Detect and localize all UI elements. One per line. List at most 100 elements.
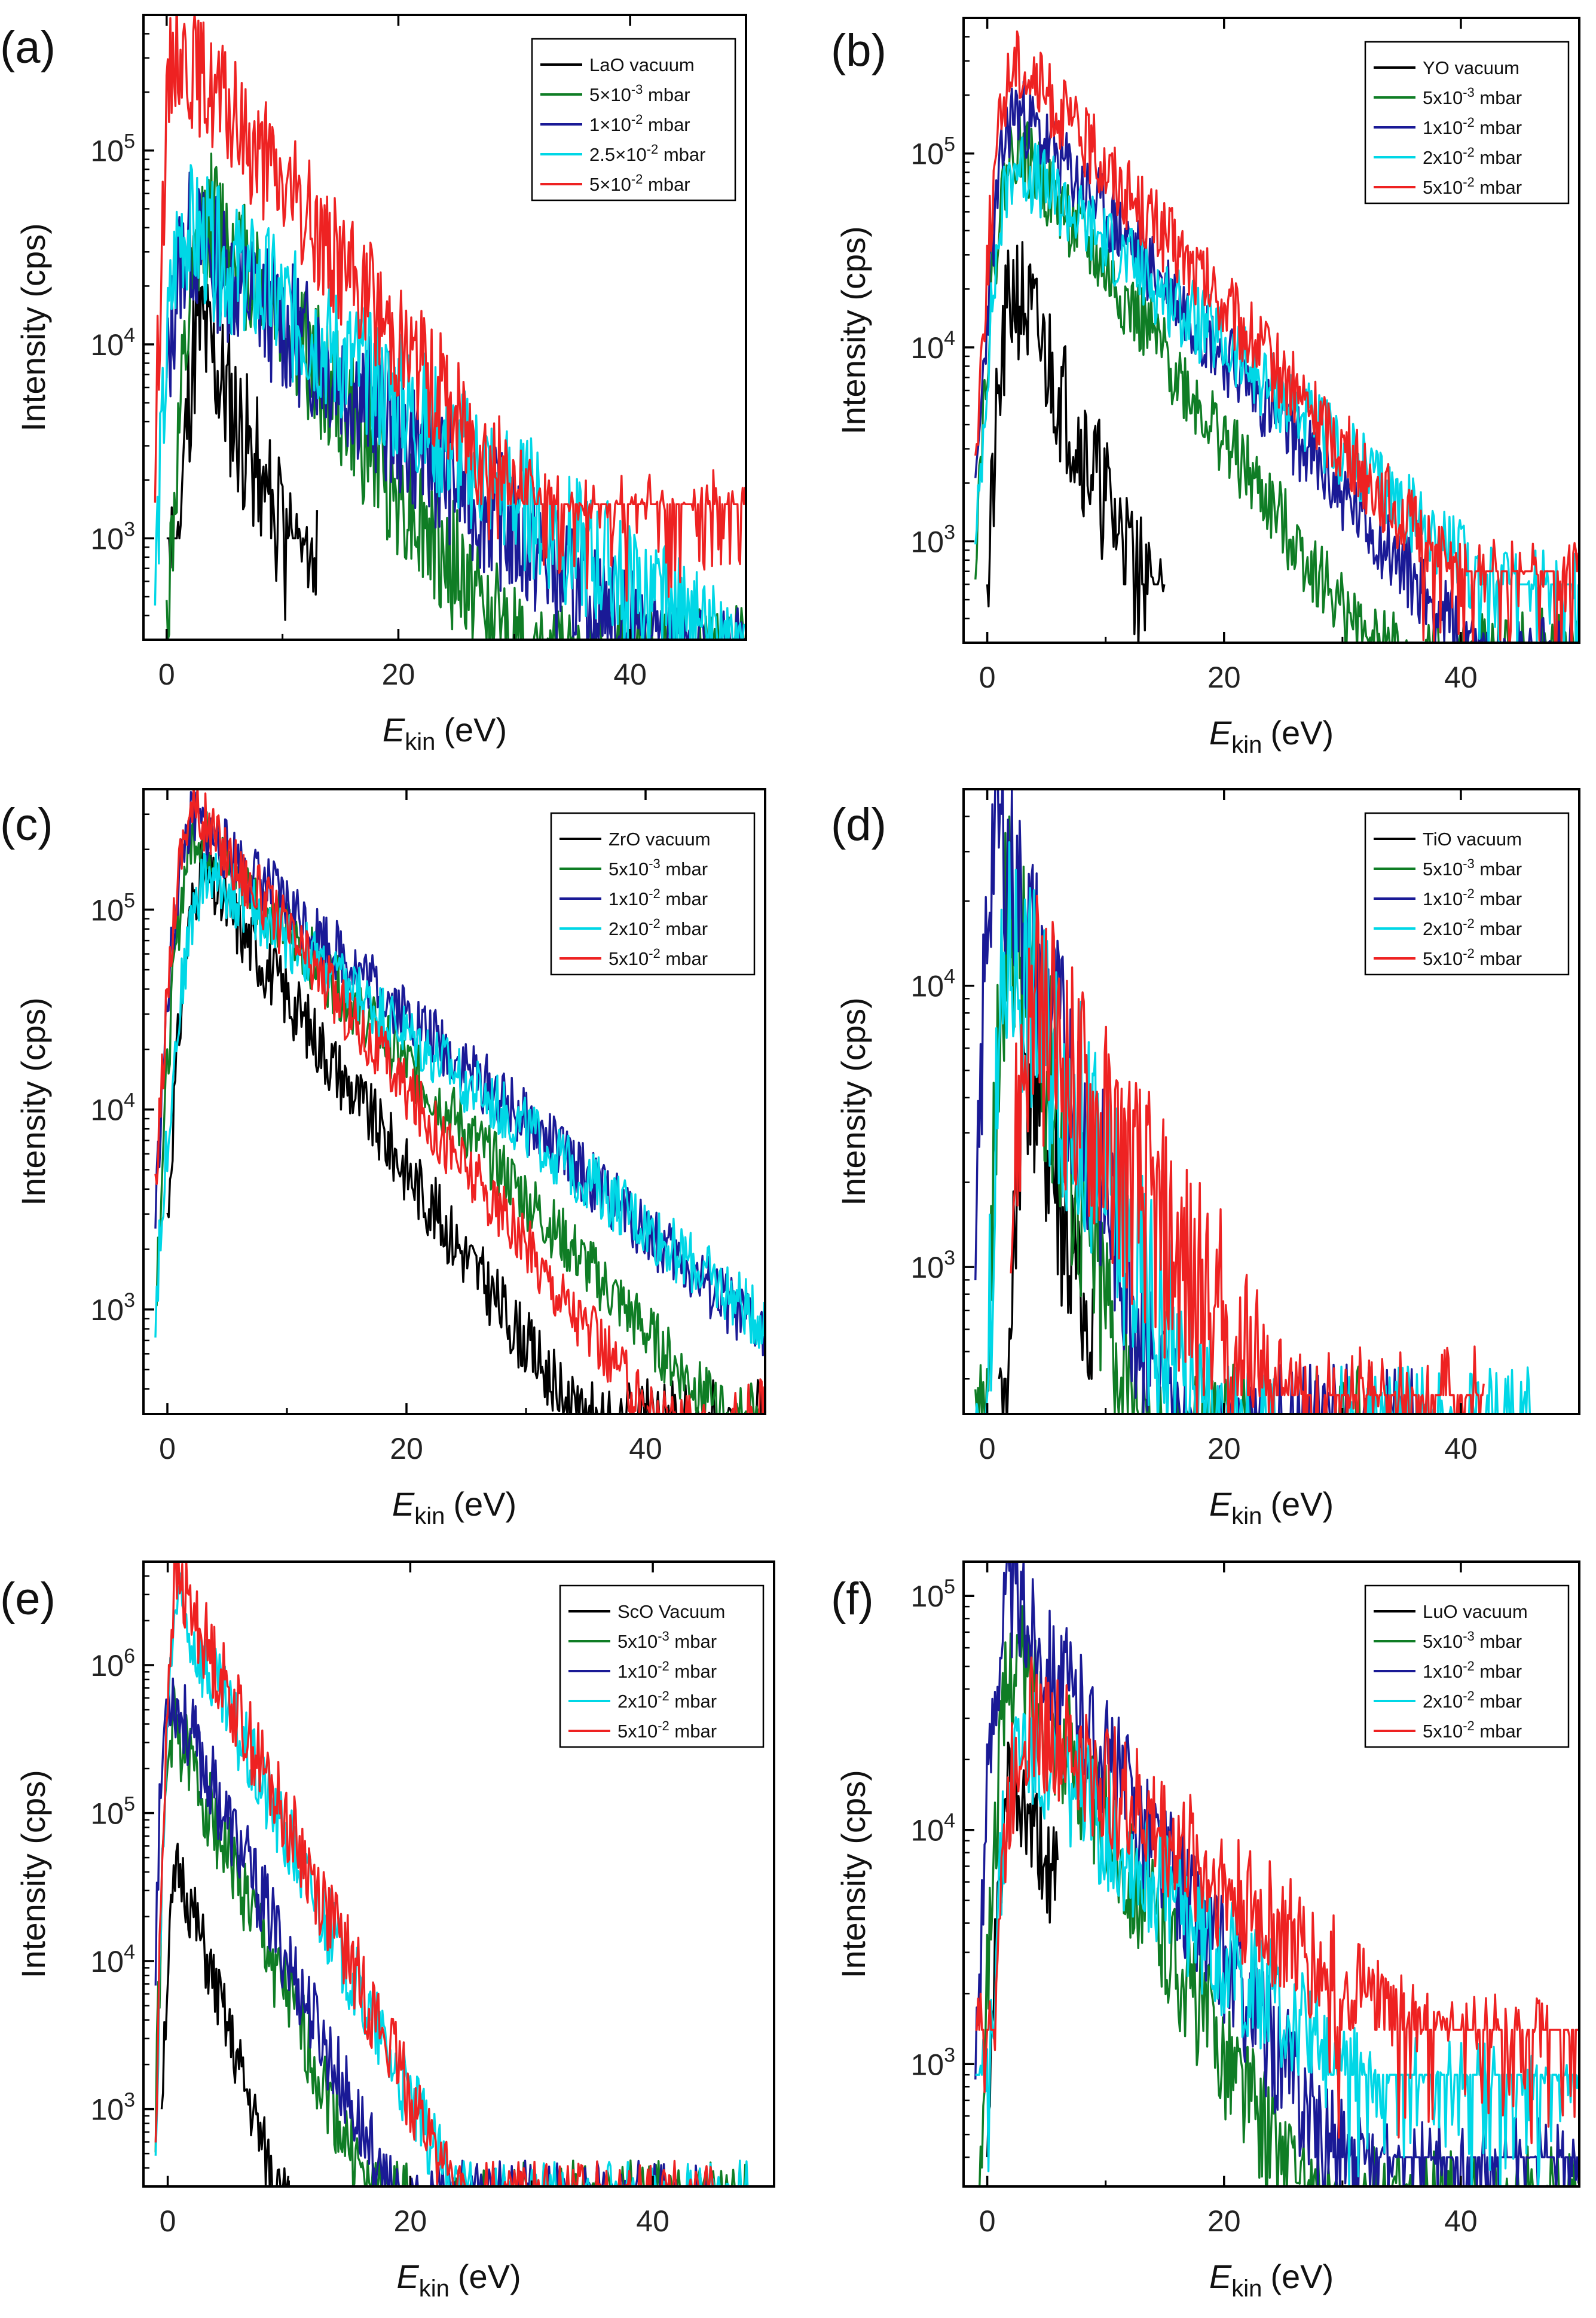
series-line-0 bbox=[166, 276, 319, 621]
x-tick-label: 0 bbox=[160, 2204, 176, 2238]
plot-frame bbox=[962, 788, 1580, 1415]
chart-panel-lao: 0 20 40 103 104 105 Ekin (eV) Intensity (cps) (a)… bbox=[0, 14, 747, 755]
y-axis-title: Intensity (cps) bbox=[834, 226, 872, 435]
plot-frame bbox=[962, 1560, 1580, 2188]
y-tick-label: 105 bbox=[910, 1575, 955, 1613]
series-line-4 bbox=[1010, 894, 1485, 1414]
legend: ZrO vacuum 5x10-3 mbar 1x10-2 mbar 2x10-2 m… bbox=[550, 812, 756, 976]
y-tick-label: 103 bbox=[910, 2044, 955, 2081]
legend-label: 2.5×10-2 mbar bbox=[589, 142, 706, 165]
x-tick-label: 20 bbox=[1207, 2204, 1241, 2238]
legend-label: 5x10-3 mbar bbox=[1423, 856, 1522, 879]
y-tick-label: 103 bbox=[910, 521, 955, 558]
y-tick-label: 104 bbox=[910, 327, 955, 365]
y-tick-label: 105 bbox=[90, 1793, 135, 1831]
panel-label: (f) bbox=[831, 1574, 874, 1624]
y-tick-label: 105 bbox=[90, 889, 135, 927]
series-line-4 bbox=[154, 1562, 714, 2186]
y-axis-title: Intensity (cps) bbox=[834, 1770, 872, 1978]
x-axis-title: Ekin (eV) bbox=[1209, 2258, 1334, 2302]
panel-label: (c) bbox=[0, 799, 53, 850]
legend-label: 5x10-3 mbar bbox=[1423, 1629, 1522, 1652]
y-axis-title: Intensity (cps) bbox=[14, 223, 52, 432]
legend-label: 1x10-2 mbar bbox=[1423, 1659, 1522, 1682]
x-tick-label: 0 bbox=[979, 2204, 996, 2238]
legend-label: 5x10-2 mbar bbox=[609, 946, 708, 969]
y-axis-title: Intensity (cps) bbox=[14, 997, 52, 1206]
chart-panel-tio: 0 20 40 103 104 Ekin (eV) Intensity (cps) (d) TiO… bbox=[831, 788, 1580, 1529]
plot-frame bbox=[962, 17, 1580, 644]
x-tick-label: 40 bbox=[1444, 2204, 1478, 2238]
legend-label: 5×10-2 mbar bbox=[589, 172, 690, 195]
series-line-0 bbox=[986, 241, 1166, 643]
y-tick-label: 104 bbox=[90, 1941, 135, 1978]
legend-label: 5x10-3 mbar bbox=[609, 856, 708, 879]
y-tick-label: 104 bbox=[910, 966, 955, 1003]
series-line-0 bbox=[160, 1843, 290, 2186]
x-tick-label: 20 bbox=[382, 658, 415, 691]
legend: ScO Vacuum 5x10-3 mbar 1x10-2 mbar 2x10-2 m… bbox=[559, 1584, 765, 1748]
legend-label: LaO vacuum bbox=[589, 54, 695, 75]
panel-label: (a) bbox=[0, 22, 56, 73]
y-axis-title: Intensity (cps) bbox=[14, 1770, 52, 1978]
legend-label: YO vacuum bbox=[1423, 57, 1519, 78]
legend-label: LuO vacuum bbox=[1423, 1601, 1528, 1622]
legend-label: 2x10-2 mbar bbox=[1423, 145, 1522, 168]
y-tick-label: 104 bbox=[910, 1810, 955, 1847]
plot-frame bbox=[142, 1560, 775, 2188]
x-tick-label: 40 bbox=[613, 658, 647, 691]
series-line-3 bbox=[154, 853, 765, 1349]
x-tick-label: 40 bbox=[629, 1432, 662, 1465]
y-axis-title: Intensity (cps) bbox=[834, 997, 872, 1206]
y-tick-label: 103 bbox=[910, 1247, 955, 1284]
x-tick-label: 0 bbox=[979, 661, 996, 694]
legend-label: 5x10-3 mbar bbox=[617, 1629, 717, 1652]
series-line-4 bbox=[154, 789, 765, 1414]
chart-panel-zro: 0 20 40 103 104 105 Ekin (eV) Intensity (cps) (c)… bbox=[0, 788, 766, 1529]
legend-label: 2x10-2 mbar bbox=[1423, 916, 1522, 939]
legend-label: 5×10-3 mbar bbox=[589, 82, 690, 105]
x-axis-title: Ekin (eV) bbox=[383, 711, 507, 755]
panel-label: (b) bbox=[831, 25, 886, 76]
legend-label: 5x10-2 mbar bbox=[1423, 175, 1522, 198]
legend: YO vacuum 5x10-3 mbar 1x10-2 mbar 2x10-2 mb… bbox=[1364, 41, 1570, 204]
legend-label: 5x10-2 mbar bbox=[1423, 1718, 1522, 1742]
y-tick-label: 106 bbox=[90, 1645, 135, 1682]
series-group bbox=[154, 15, 746, 640]
x-tick-label: 40 bbox=[1444, 661, 1478, 694]
panel-label: (e) bbox=[0, 1574, 56, 1624]
chart-panel-yo: 0 20 40 103 104 105 Ekin (eV) Intensity (cps) (b)… bbox=[831, 17, 1580, 758]
y-tick-label: 104 bbox=[90, 324, 135, 362]
legend: LuO vacuum 5x10-3 mbar 1x10-2 mbar 2x10-2 m… bbox=[1364, 1584, 1570, 1748]
plot-frame bbox=[142, 788, 766, 1415]
x-axis-title: Ekin (eV) bbox=[396, 2258, 521, 2302]
legend-label: 1x10-2 mbar bbox=[609, 886, 708, 909]
x-axis-title: Ekin (eV) bbox=[1209, 714, 1334, 758]
chart-panel-luo: 0 20 40 103 104 105 Ekin (eV) Intensity (cps) (f)… bbox=[831, 1560, 1580, 2302]
legend-label: 2x10-2 mbar bbox=[1423, 1688, 1522, 1712]
series-group bbox=[154, 789, 765, 1414]
series-group bbox=[974, 789, 1532, 1414]
y-tick-label: 105 bbox=[90, 130, 135, 168]
legend-label: 5x10-3 mbar bbox=[1423, 85, 1522, 108]
legend-label: TiO vacuum bbox=[1423, 829, 1522, 850]
legend-label: 1x10-2 mbar bbox=[1423, 886, 1522, 909]
y-tick-label: 105 bbox=[910, 133, 955, 171]
x-tick-label: 40 bbox=[1444, 1432, 1478, 1465]
x-axis-title: Ekin (eV) bbox=[1209, 1485, 1334, 1529]
series-line-4 bbox=[154, 15, 746, 602]
series-line-3 bbox=[154, 164, 746, 640]
legend: TiO vacuum 5x10-3 mbar 1x10-2 mbar 2x10-2 m… bbox=[1364, 812, 1570, 976]
x-tick-label: 20 bbox=[1207, 661, 1241, 694]
y-tick-label: 104 bbox=[90, 1089, 135, 1127]
plot-frame bbox=[142, 14, 747, 641]
y-tick-label: 103 bbox=[90, 1289, 135, 1327]
y-tick-label: 103 bbox=[90, 2089, 135, 2127]
series-group bbox=[974, 1562, 1579, 2186]
legend-label: 5x10-2 mbar bbox=[1423, 946, 1522, 969]
x-tick-label: 20 bbox=[1207, 1432, 1241, 1465]
legend-label: 1x10-2 mbar bbox=[1423, 115, 1522, 138]
series-line-2 bbox=[974, 1562, 1579, 2186]
series-line-1 bbox=[974, 115, 1579, 643]
